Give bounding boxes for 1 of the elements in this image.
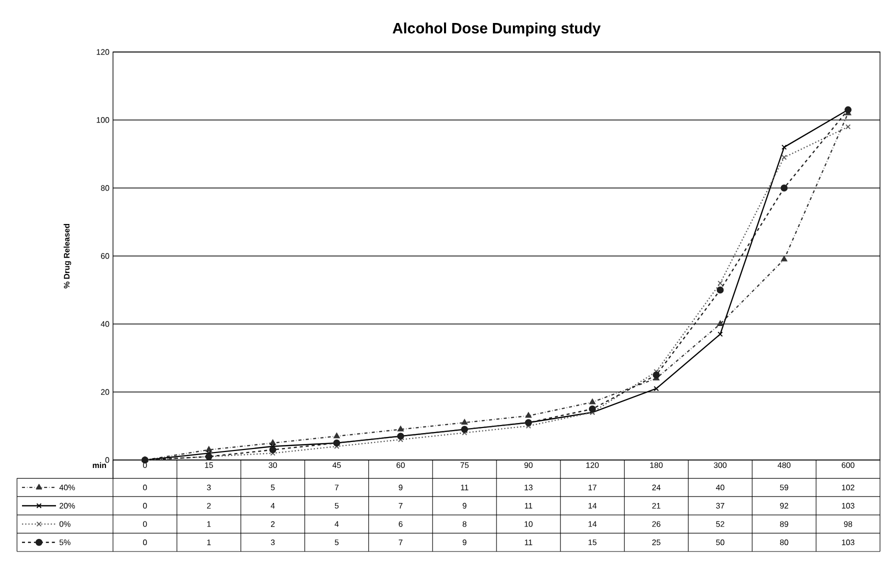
- chart-title: Alcohol Dose Dumping study: [392, 22, 601, 36]
